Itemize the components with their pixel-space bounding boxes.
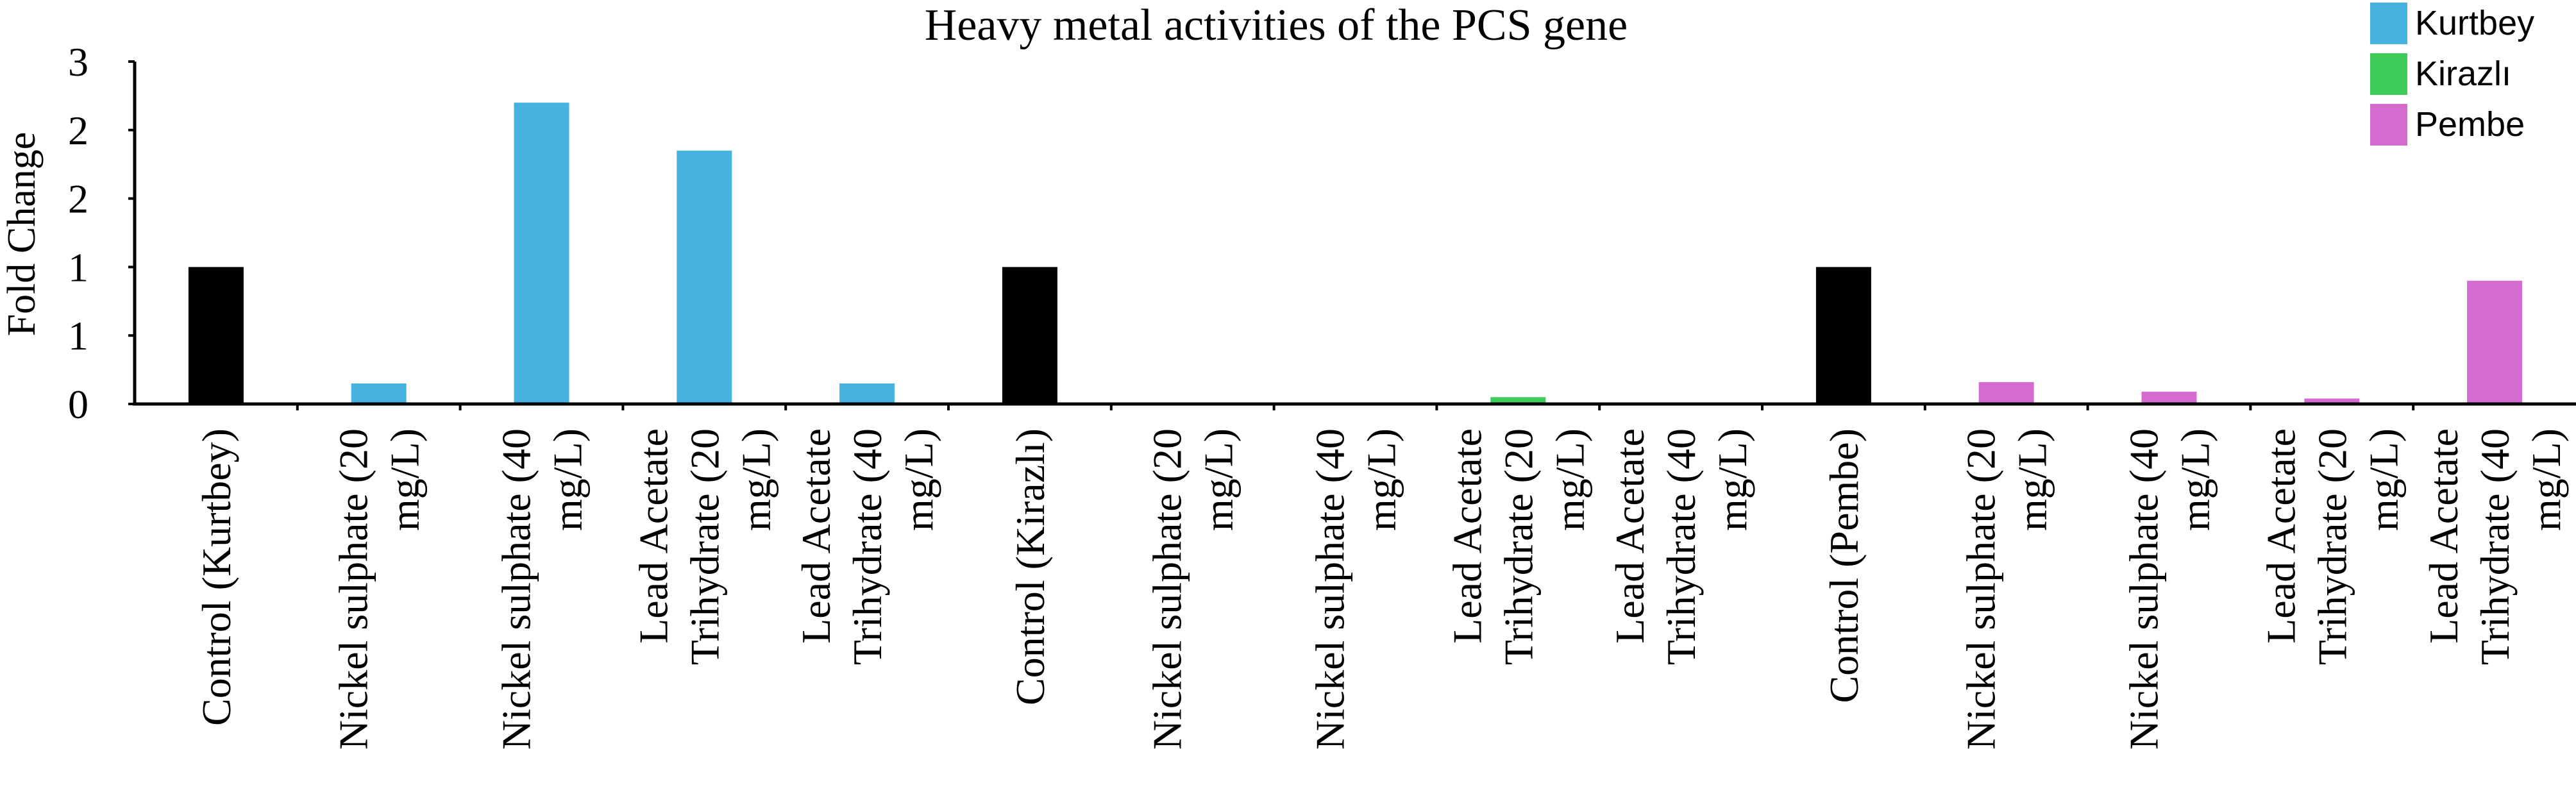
x-category-label-line: Control (Kurtbey)	[194, 428, 239, 726]
x-category-label-line: mg/L)	[2010, 428, 2055, 531]
bar-1	[188, 267, 244, 404]
bar-6	[1002, 267, 1057, 404]
bar-2	[351, 383, 407, 404]
legend: Kurtbey Kirazlı Pembe	[2370, 3, 2534, 146]
x-category-label: Lead Acetate Trihydrate (40 mg/L)	[793, 428, 941, 665]
x-category-label: Control (Kirazlı)	[1007, 428, 1053, 705]
x-category-label-line: Trihydrate (20	[1495, 428, 1541, 665]
x-category-label-line: mg/L)	[1547, 428, 1592, 531]
y-axis-label: Fold Change	[0, 132, 44, 337]
bar-5	[839, 383, 895, 404]
x-category-label: Nickel sulphate (40 mg/L)	[1308, 428, 1404, 750]
y-tick-label: 2	[68, 176, 88, 222]
x-category-label-line: Nickel sulphate (20	[1958, 428, 2004, 750]
x-category-label: Lead Acetate Trihydrate (20 mg/L)	[2258, 428, 2406, 665]
x-category-label-line: mg/L)	[2173, 428, 2218, 531]
x-category-label-line: Lead Acetate	[1444, 428, 1490, 644]
x-category-label-line: Control (Pembe)	[1821, 428, 1867, 703]
x-category-label-line: mg/L)	[733, 428, 779, 531]
x-category-label-line: mg/L)	[382, 428, 428, 531]
bar-11	[1815, 267, 1871, 404]
x-category-label-line: Lead Acetate	[2421, 428, 2466, 644]
x-category-label: Lead Acetate Trihydrate (40 mg/L)	[2421, 428, 2569, 665]
x-category-label-line: Nickel sulphate (40	[1308, 428, 1353, 750]
legend-label: Kirazlı	[2415, 55, 2511, 93]
x-category-label: Control (Kurtbey)	[194, 428, 239, 726]
x-category-label-line: mg/L)	[896, 428, 941, 531]
x-category-label-line: Nickel sulphate (20	[1145, 428, 1190, 750]
bar-3	[514, 103, 569, 404]
x-category-label-line: Lead Acetate	[2258, 428, 2303, 644]
x-category-label-line: mg/L)	[2523, 428, 2569, 531]
x-category-label-line: Lead Acetate	[793, 428, 839, 644]
legend-label: Pembe	[2415, 105, 2525, 144]
x-category-label: Lead Acetate Trihydrate (20 mg/L)	[630, 428, 779, 665]
x-category-label: Nickel sulphate (20 mg/L)	[1145, 428, 1242, 750]
x-category-label-line: mg/L)	[1359, 428, 1404, 531]
x-category-label-line: mg/L)	[1196, 428, 1242, 531]
x-labels-group: Control (Kurtbey) Nickel sulphate (20 mg/L…	[194, 428, 2569, 750]
y-tick-label: 1	[68, 244, 88, 290]
x-category-label-line: Trihydrate (40	[1658, 428, 1704, 665]
x-category-label-line: Nickel sulphate (20	[331, 428, 376, 750]
x-category-label: Lead Acetate Trihydrate (40 mg/L)	[1607, 428, 1755, 665]
x-category-label: Nickel sulphate (40 mg/L)	[494, 428, 591, 750]
chart-title: Heavy metal activities of the PCS gene	[925, 1, 1628, 50]
bar-14	[2304, 398, 2360, 404]
x-category-label-line: mg/L)	[2361, 428, 2406, 531]
x-ticks-group	[296, 404, 2415, 410]
y-tick-label: 3	[68, 39, 88, 85]
x-category-label-line: Control (Kirazlı)	[1007, 428, 1053, 705]
x-category-label-line: Lead Acetate	[630, 428, 676, 644]
x-category-label-line: Nickel sulphate (40	[494, 428, 539, 750]
y-ticks-group: 0 1 1 2 2 3	[68, 39, 135, 427]
bar-15	[2467, 280, 2523, 404]
x-category-label-line: mg/L)	[545, 428, 591, 531]
x-category-label: Nickel sulphate (20 mg/L)	[331, 428, 428, 750]
legend-label: Kurtbey	[2415, 4, 2534, 42]
x-category-label-line: Trihydrate (20	[682, 428, 727, 665]
legend-swatch	[2370, 53, 2407, 95]
x-category-label: Control (Pembe)	[1821, 428, 1867, 703]
bar-13	[2141, 391, 2197, 404]
x-category-label: Nickel sulphate (20 mg/L)	[1958, 428, 2055, 750]
x-category-label-line: Lead Acetate	[1607, 428, 1653, 644]
y-tick-label: 1	[68, 313, 88, 358]
bar-4	[677, 150, 732, 404]
x-category-label-line: Trihydrate (40	[2472, 428, 2518, 665]
bar-12	[1978, 382, 2034, 404]
x-category-label-line: mg/L)	[1710, 428, 1755, 531]
bar-9	[1490, 397, 1546, 404]
x-category-label-line: Nickel sulphate (40	[2121, 428, 2167, 750]
legend-swatch	[2370, 3, 2407, 44]
x-category-label: Lead Acetate Trihydrate (20 mg/L)	[1444, 428, 1592, 665]
x-category-label-line: Trihydrate (20	[2309, 428, 2355, 665]
axes-group	[133, 62, 2576, 406]
x-category-label: Nickel sulphate (40 mg/L)	[2121, 428, 2218, 750]
legend-swatch	[2370, 104, 2407, 146]
y-tick-label: 2	[68, 108, 88, 153]
y-tick-label: 0	[68, 382, 88, 427]
x-category-label-line: Trihydrate (40	[845, 428, 890, 665]
bars-group	[188, 103, 2523, 404]
